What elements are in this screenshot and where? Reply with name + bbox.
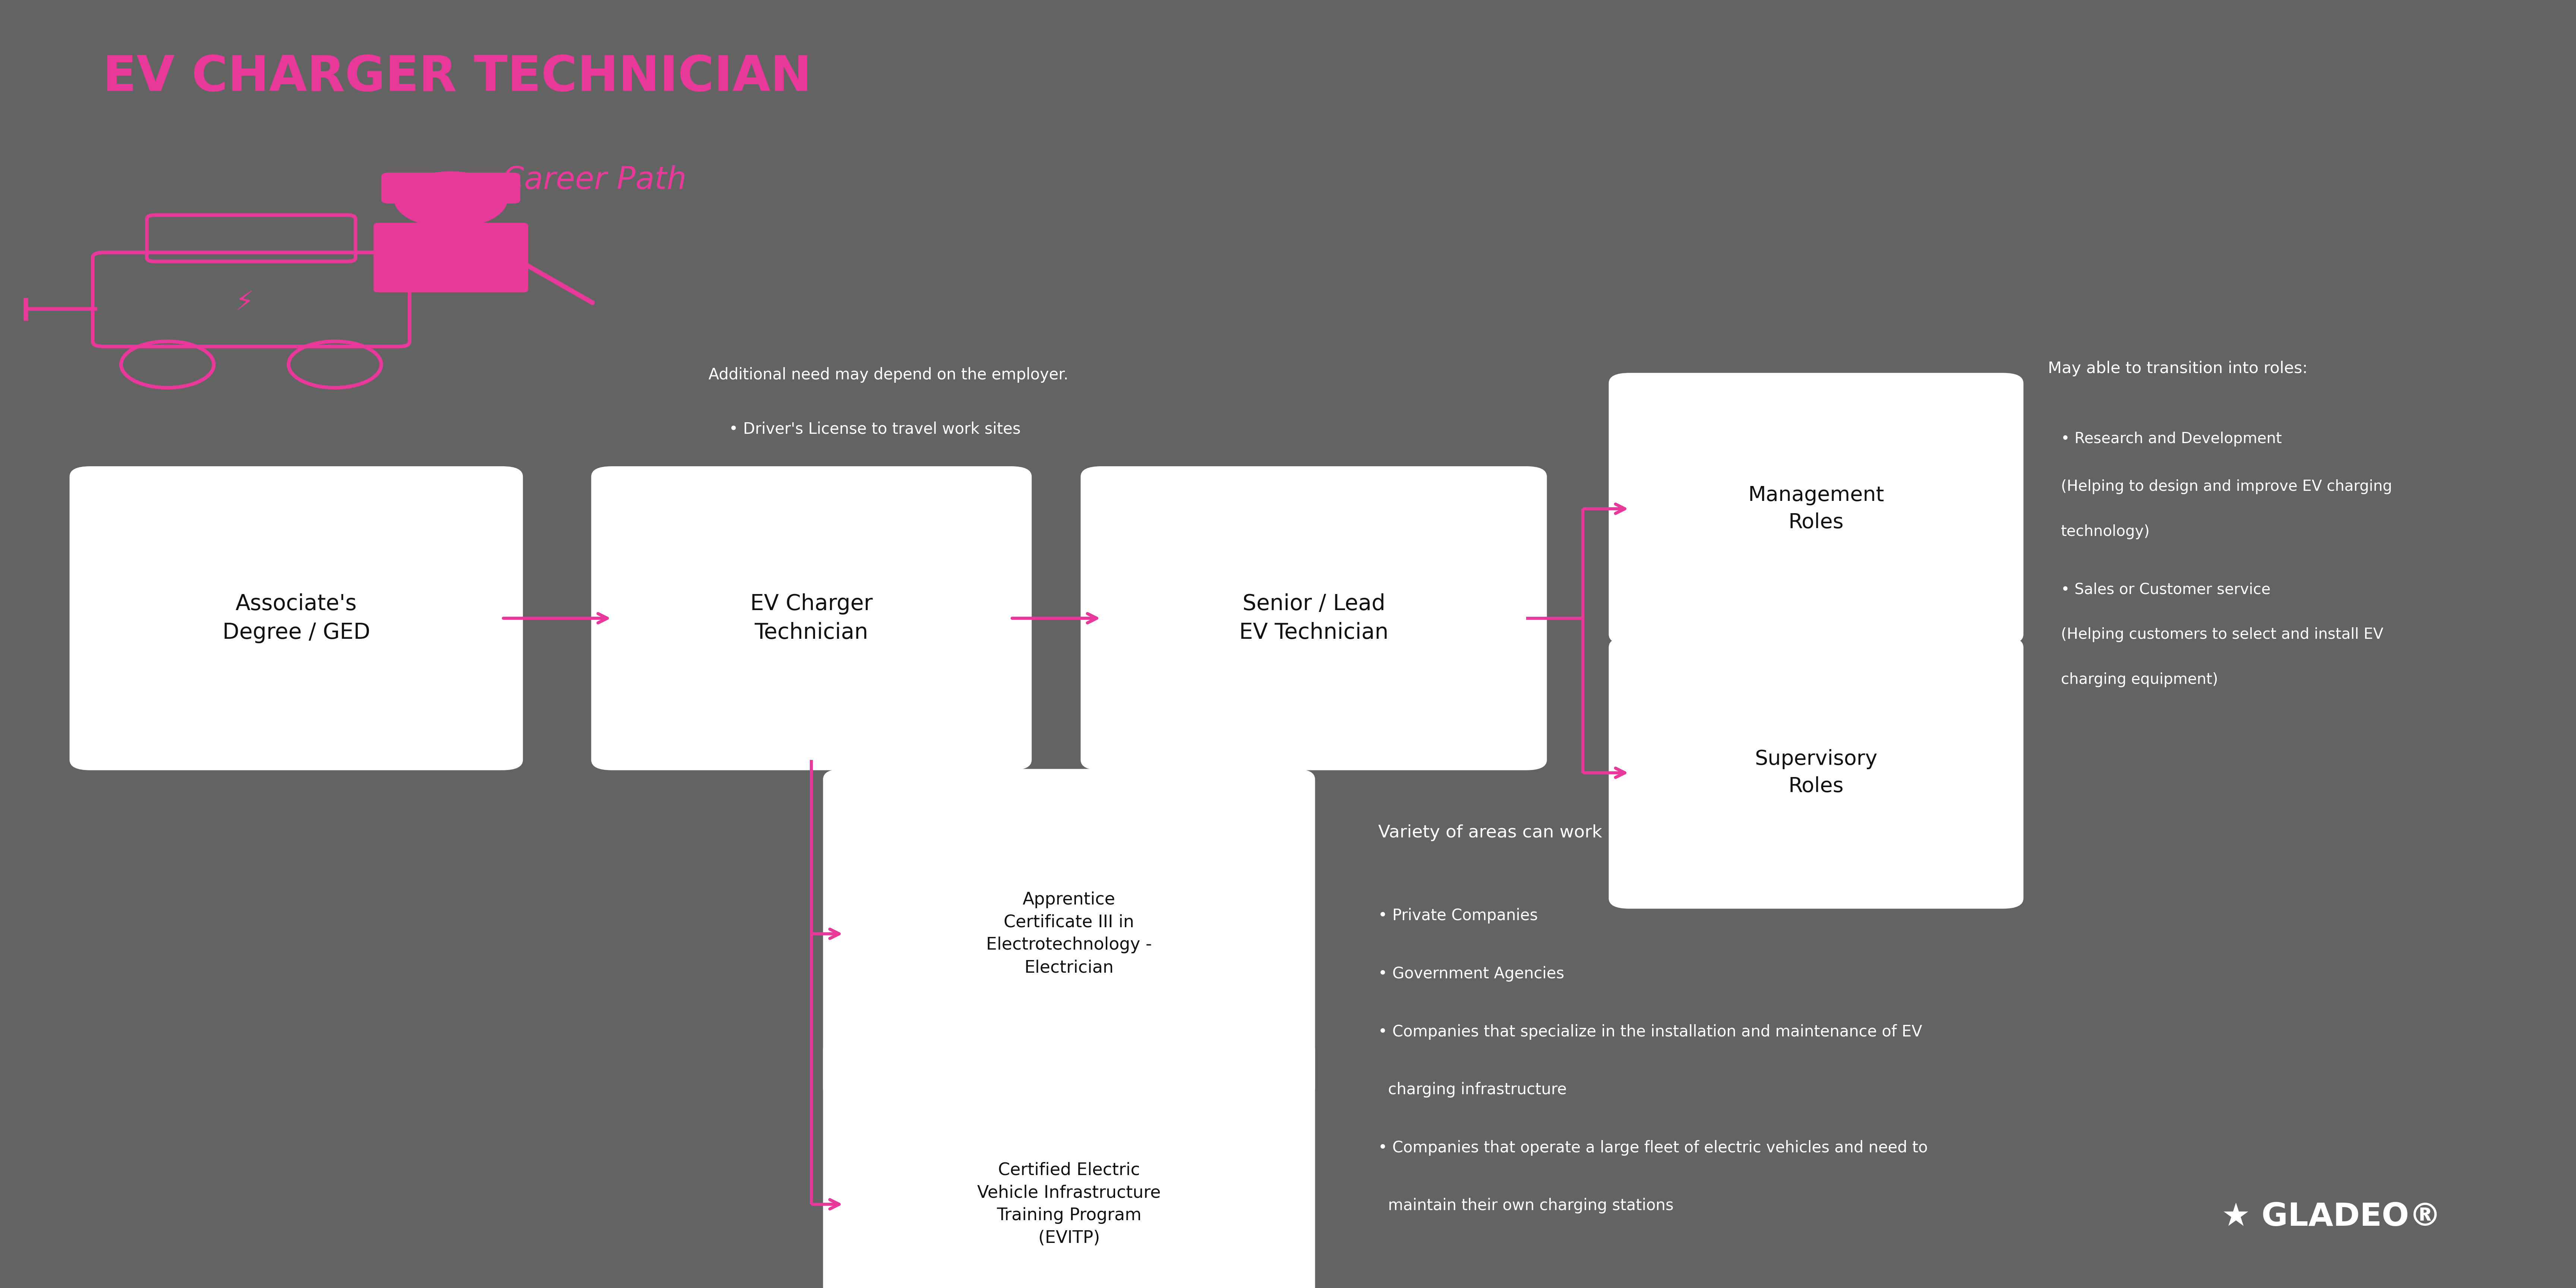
FancyBboxPatch shape [1607,636,2022,909]
Text: (Helping customers to select and install EV: (Helping customers to select and install… [2061,627,2383,643]
Text: Variety of areas can work at:: Variety of areas can work at: [1378,824,1631,841]
Text: Associate's
Degree / GED: Associate's Degree / GED [222,594,371,643]
Text: • Companies that specialize in the installation and maintenance of EV: • Companies that specialize in the insta… [1378,1024,1922,1039]
FancyBboxPatch shape [824,1039,1314,1288]
Circle shape [394,171,507,228]
Text: Apprentice
Certificate III in
Electrotechnology -
Electrician: Apprentice Certificate III in Electrotec… [987,891,1151,976]
FancyBboxPatch shape [374,223,528,292]
Text: Certified Electric
Vehicle Infrastructure
Training Program
(EVITP): Certified Electric Vehicle Infrastructur… [976,1162,1162,1247]
Text: • Government Agencies: • Government Agencies [1378,966,1564,981]
Text: • Companies that operate a large fleet of electric vehicles and need to: • Companies that operate a large fleet o… [1378,1140,1927,1155]
Text: Additional need may depend on the employer.: Additional need may depend on the employ… [708,367,1069,383]
Text: Senior / Lead
EV Technician: Senior / Lead EV Technician [1239,594,1388,643]
FancyBboxPatch shape [381,173,520,204]
Text: maintain their own charging stations: maintain their own charging stations [1378,1198,1674,1213]
Text: ⚡: ⚡ [234,290,255,316]
Text: (Helping to design and improve EV charging: (Helping to design and improve EV chargi… [2061,479,2393,495]
Text: charging equipment): charging equipment) [2061,672,2218,688]
Text: Management
Roles: Management Roles [1749,486,1883,532]
Text: • Driver's License to travel work sites: • Driver's License to travel work sites [729,421,1020,437]
Text: EV CHARGER TECHNICIAN: EV CHARGER TECHNICIAN [103,54,811,100]
FancyBboxPatch shape [590,466,1030,770]
Text: Career Path: Career Path [502,165,685,196]
Text: • Private Companies: • Private Companies [1378,908,1538,923]
FancyBboxPatch shape [824,769,1314,1099]
Text: • Research and Development: • Research and Development [2061,431,2282,447]
FancyBboxPatch shape [70,466,523,770]
Text: Supervisory
Roles: Supervisory Roles [1754,750,1878,796]
Text: May able to transition into roles:: May able to transition into roles: [2048,361,2308,376]
Text: charging infrastructure: charging infrastructure [1378,1082,1566,1097]
Text: • Prior related work experience: • Prior related work experience [729,473,971,488]
Text: ★ GLADEO®: ★ GLADEO® [2221,1202,2442,1233]
Text: technology): technology) [2061,524,2151,540]
Text: EV Charger
Technician: EV Charger Technician [750,594,873,643]
Text: • Sales or Customer service: • Sales or Customer service [2061,582,2269,598]
FancyBboxPatch shape [1079,466,1546,770]
FancyBboxPatch shape [1607,374,2022,645]
